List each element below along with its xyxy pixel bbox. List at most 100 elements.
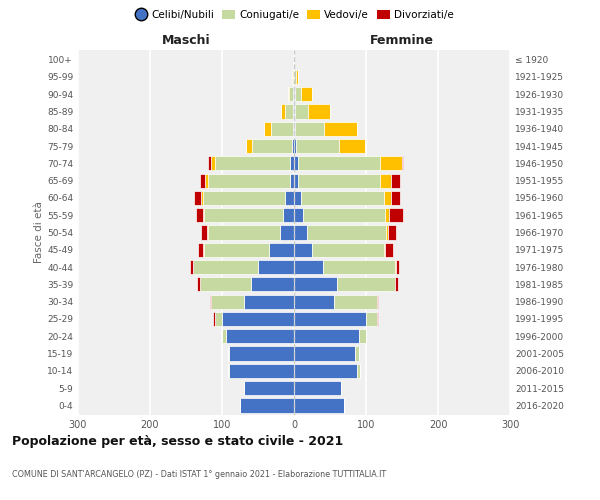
Bar xyxy=(258,260,294,274)
Bar xyxy=(355,346,359,360)
Bar xyxy=(302,208,385,222)
Bar xyxy=(197,278,200,291)
Bar xyxy=(386,226,388,239)
Bar xyxy=(229,346,294,360)
Bar xyxy=(391,174,400,188)
Bar xyxy=(294,191,301,205)
Bar xyxy=(280,226,294,239)
Bar xyxy=(294,104,295,118)
Bar xyxy=(296,139,340,153)
Bar xyxy=(200,278,251,291)
Bar xyxy=(200,174,205,188)
Bar xyxy=(208,156,211,170)
Bar xyxy=(294,174,298,188)
Bar xyxy=(208,226,280,239)
Bar xyxy=(294,329,359,344)
Bar xyxy=(269,242,294,257)
Bar xyxy=(295,104,308,118)
Text: Maschi: Maschi xyxy=(161,34,211,48)
Bar xyxy=(337,278,395,291)
Bar xyxy=(402,156,403,170)
Bar xyxy=(196,208,203,222)
Bar xyxy=(215,156,290,170)
Bar xyxy=(207,226,208,239)
Bar xyxy=(293,122,294,136)
Bar xyxy=(377,294,378,309)
Bar xyxy=(380,174,391,188)
Bar xyxy=(294,346,355,360)
Bar xyxy=(395,278,398,291)
Bar xyxy=(384,242,385,257)
Bar xyxy=(203,208,204,222)
Bar xyxy=(395,260,399,274)
Bar xyxy=(203,191,286,205)
Bar xyxy=(208,174,290,188)
Bar xyxy=(211,294,244,309)
Bar xyxy=(340,139,365,153)
Bar xyxy=(293,104,294,118)
Y-axis label: Fasce di età: Fasce di età xyxy=(34,202,44,264)
Bar xyxy=(294,139,296,153)
Bar xyxy=(205,174,208,188)
Bar xyxy=(359,329,366,344)
Bar xyxy=(323,260,395,274)
Bar xyxy=(228,364,229,378)
Bar xyxy=(294,398,344,412)
Bar xyxy=(384,191,391,205)
Bar xyxy=(294,87,295,101)
Bar xyxy=(252,139,292,153)
Bar xyxy=(298,174,380,188)
Bar xyxy=(324,122,356,136)
Text: Popolazione per età, sesso e stato civile - 2021: Popolazione per età, sesso e stato civil… xyxy=(12,435,343,448)
Bar xyxy=(294,70,296,84)
Bar xyxy=(214,312,215,326)
Bar xyxy=(264,122,271,136)
Bar xyxy=(294,260,323,274)
Bar xyxy=(389,208,403,222)
Bar xyxy=(289,87,293,101)
Bar xyxy=(377,312,378,326)
Bar xyxy=(204,242,269,257)
Bar xyxy=(294,226,307,239)
Bar xyxy=(193,260,258,274)
Bar xyxy=(271,122,293,136)
Bar xyxy=(294,156,298,170)
Bar xyxy=(334,294,377,309)
Bar xyxy=(290,174,294,188)
Bar xyxy=(190,260,193,274)
Bar xyxy=(197,242,203,257)
Bar xyxy=(283,208,294,222)
Bar xyxy=(284,104,293,118)
Bar xyxy=(294,364,358,378)
Bar xyxy=(295,122,324,136)
Bar xyxy=(308,104,330,118)
Bar xyxy=(294,208,302,222)
Bar xyxy=(292,139,294,153)
Legend: Celibi/Nubili, Coniugati/e, Vedovi/e, Divorziati/e: Celibi/Nubili, Coniugati/e, Vedovi/e, Di… xyxy=(130,6,458,25)
Bar xyxy=(203,242,204,257)
Bar xyxy=(294,278,337,291)
Bar xyxy=(295,87,301,101)
Bar xyxy=(290,156,294,170)
Bar xyxy=(301,191,384,205)
Bar xyxy=(286,191,294,205)
Bar xyxy=(204,208,283,222)
Bar xyxy=(244,381,294,396)
Bar xyxy=(226,329,294,344)
Bar xyxy=(294,312,366,326)
Bar xyxy=(281,104,284,118)
Bar xyxy=(296,70,298,84)
Bar xyxy=(294,122,295,136)
Bar xyxy=(307,226,386,239)
Bar xyxy=(293,70,294,84)
Bar xyxy=(210,294,211,309)
Bar xyxy=(292,70,293,84)
Bar xyxy=(201,191,203,205)
Bar xyxy=(287,87,289,101)
Bar xyxy=(211,156,215,170)
Bar xyxy=(222,329,226,344)
Bar xyxy=(294,381,341,396)
Text: COMUNE DI SANT'ARCANGELO (PZ) - Dati ISTAT 1° gennaio 2021 - Elaborazione TUTTIT: COMUNE DI SANT'ARCANGELO (PZ) - Dati IST… xyxy=(12,470,386,479)
Text: Femmine: Femmine xyxy=(370,34,434,48)
Bar xyxy=(294,294,334,309)
